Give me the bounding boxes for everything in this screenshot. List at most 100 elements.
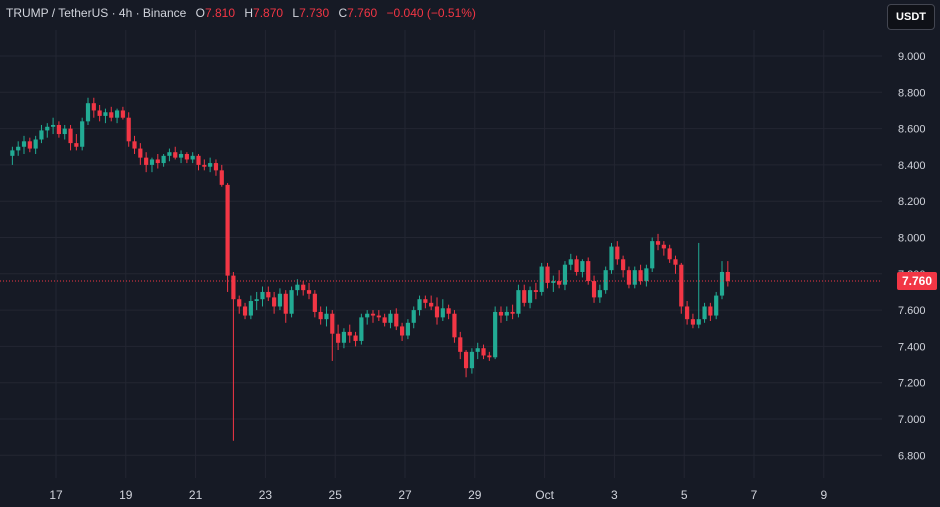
candle-body — [574, 259, 579, 272]
candle — [295, 279, 300, 296]
y-tick-label: 7.200 — [898, 378, 926, 390]
candle-body — [260, 291, 265, 300]
candle-body — [708, 306, 713, 316]
candle — [45, 123, 50, 138]
candle-body — [661, 244, 666, 249]
candle-body — [568, 259, 573, 265]
candle-body — [237, 299, 242, 307]
high-key: H — [244, 6, 254, 20]
y-tick-label: 8.400 — [898, 160, 926, 172]
candle-body — [394, 313, 399, 327]
candle — [365, 310, 370, 325]
candle-body — [510, 311, 515, 314]
candle — [50, 117, 56, 135]
candle — [336, 324, 341, 351]
candle-body — [376, 315, 381, 318]
x-tick-label: 23 — [259, 488, 273, 502]
candle — [673, 255, 678, 274]
candle — [144, 152, 149, 173]
candle-body — [341, 331, 347, 343]
candle-body — [370, 313, 376, 316]
candle — [225, 183, 230, 292]
candle-body — [208, 163, 213, 167]
candle-body — [591, 281, 597, 298]
candle — [114, 108, 120, 124]
candle — [580, 259, 585, 278]
candle — [370, 310, 376, 323]
y-tick-label: 8.600 — [898, 124, 926, 136]
candle — [248, 295, 253, 320]
candle — [330, 310, 335, 361]
candle-body — [196, 155, 201, 165]
x-tick-label: 7 — [751, 488, 758, 502]
candle-body — [56, 124, 62, 135]
candle-body — [725, 271, 730, 282]
candle — [510, 304, 515, 320]
candle — [615, 241, 620, 265]
candle-body — [655, 241, 661, 245]
candle-body — [132, 141, 137, 149]
symbol-title[interactable]: TRUMP / TetherUS · 4h · Binance — [6, 6, 187, 20]
x-tick-label: 25 — [329, 488, 343, 502]
candle — [283, 290, 288, 323]
candle-body — [446, 308, 451, 314]
candle-body — [190, 155, 195, 160]
candle — [463, 350, 469, 378]
candle — [376, 310, 381, 321]
x-tick-label: Oct — [535, 488, 554, 502]
candle-body — [440, 308, 445, 318]
candle-body — [248, 301, 253, 316]
x-tick-label: 9 — [820, 488, 827, 502]
candle — [312, 290, 317, 318]
candle — [696, 242, 701, 329]
candle — [493, 306, 498, 360]
candle-body — [487, 355, 492, 358]
y-tick-label: 7.400 — [898, 341, 926, 353]
candle-body — [685, 306, 690, 320]
grid-lines — [0, 30, 882, 478]
candle — [423, 295, 428, 309]
candle-body — [522, 290, 527, 303]
candle — [557, 270, 562, 289]
candle — [568, 253, 573, 271]
candle — [440, 299, 445, 321]
candle-body — [557, 281, 562, 285]
candle-body — [481, 348, 486, 356]
candle-body — [295, 284, 300, 291]
candle — [74, 134, 79, 151]
candle — [609, 242, 614, 274]
candle — [644, 264, 649, 287]
candle-body — [580, 261, 585, 272]
y-tick-label: 6.800 — [898, 450, 926, 462]
candle — [399, 322, 405, 341]
price-axis[interactable]: 9.0008.8008.6008.4008.2008.0007.8007.600… — [898, 51, 926, 462]
candle-body — [126, 117, 131, 142]
candle-body — [219, 170, 224, 185]
candle — [417, 295, 422, 316]
candle — [21, 135, 27, 155]
candle — [56, 121, 62, 138]
candle — [719, 261, 725, 300]
candle-body — [97, 110, 102, 116]
candle-body — [120, 110, 125, 118]
candle — [603, 266, 608, 294]
candle-body — [504, 311, 509, 316]
candle — [394, 308, 399, 331]
candle-body — [458, 337, 463, 352]
candle-body — [178, 154, 184, 158]
y-tick-label: 7.000 — [898, 414, 926, 426]
candle — [452, 310, 457, 343]
candle — [149, 157, 155, 173]
candle — [39, 124, 44, 144]
time-axis[interactable]: 17 19 21 23 25 27 29 Oct 3 5 7 9 — [49, 488, 827, 502]
candle — [621, 255, 626, 278]
candle-body — [562, 264, 568, 285]
candle — [481, 344, 486, 360]
candle — [388, 310, 393, 329]
currency-button[interactable]: USDT — [887, 4, 935, 30]
candle-body — [266, 291, 271, 298]
candle — [708, 302, 713, 321]
candle-body — [213, 163, 219, 171]
candle-body — [114, 110, 120, 118]
